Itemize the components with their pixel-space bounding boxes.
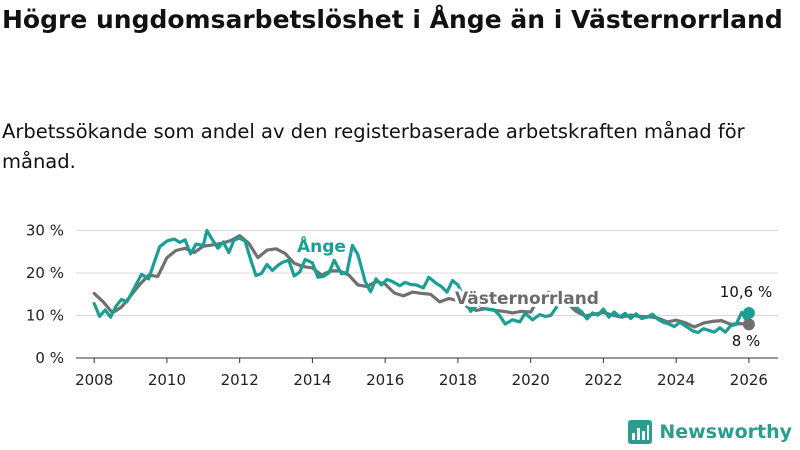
y-tick-label-0: 0 % [35, 349, 64, 367]
x-axis-ticks: 2008 2010 2012 2014 2016 2018 2020 2022 2024 2026 [75, 358, 768, 389]
logo-text: Newsworthy [659, 421, 792, 443]
series-line-ange [92, 228, 751, 335]
series-lines [92, 228, 751, 335]
end-label-ange: 10,6 % [720, 283, 772, 301]
x-tick-label-2024: 2024 [657, 371, 695, 389]
y-tick-label-20: 20 % [26, 264, 64, 282]
y-axis-ticks: 0 % 10 % 20 % 30 % [26, 222, 64, 368]
label-ange: Ånge [297, 234, 346, 257]
x-tick-label-2022: 2022 [584, 371, 622, 389]
x-tick-label-2026: 2026 [730, 371, 768, 389]
end-points [742, 306, 755, 331]
end-point-vasternorrland [742, 318, 755, 331]
label-vasternorrland: Västernorrland [455, 289, 599, 309]
chart-title: Högre ungdomsarbetslöshet i Ånge än i Vä… [2, 5, 783, 34]
end-labels: 10,6 % 8 % [720, 283, 772, 350]
x-tick-label-2010: 2010 [148, 371, 186, 389]
x-tick-label-2020: 2020 [512, 371, 550, 389]
x-tick-label-2016: 2016 [366, 371, 404, 389]
newsworthy-logo: Newsworthy [627, 419, 792, 445]
y-tick-label-30: 30 % [26, 222, 64, 240]
bar-chart-icon [628, 420, 653, 444]
end-point-ange [742, 306, 755, 319]
y-tick-label-10: 10 % [26, 307, 64, 325]
x-tick-label-2012: 2012 [221, 371, 259, 389]
x-tick-label-2008: 2008 [75, 371, 113, 389]
gridlines [76, 230, 778, 359]
x-tick-label-2014: 2014 [293, 371, 331, 389]
end-label-vasternorrland: 8 % [732, 332, 761, 350]
chart-subtitle: Arbetssökande som andel av den registerb… [2, 120, 745, 173]
x-tick-label-2018: 2018 [439, 371, 477, 389]
